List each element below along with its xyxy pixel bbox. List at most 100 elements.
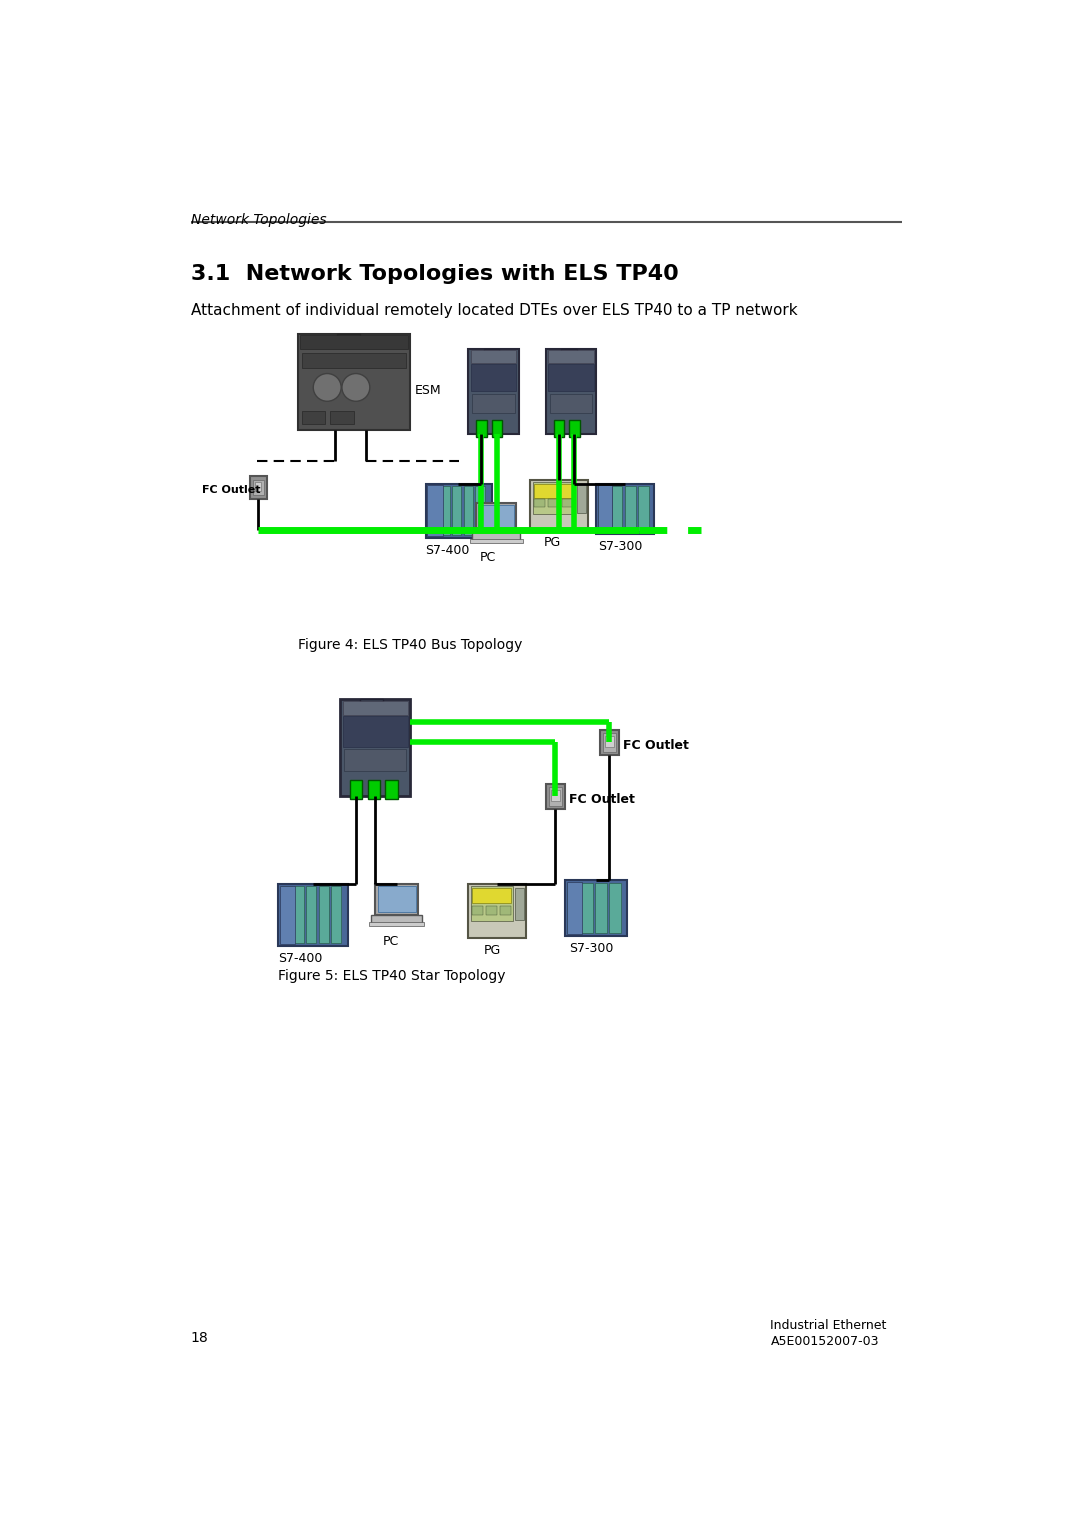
Bar — [342, 701, 408, 715]
Text: 18: 18 — [191, 1331, 208, 1345]
Bar — [609, 883, 621, 934]
Bar — [441, 486, 449, 535]
Bar — [294, 886, 303, 943]
Bar — [500, 906, 511, 915]
Text: Industrial Ethernet: Industrial Ethernet — [770, 1319, 887, 1332]
Circle shape — [342, 373, 369, 402]
Text: Figure 5: ELS TP40 Star Topology: Figure 5: ELS TP40 Star Topology — [279, 969, 505, 983]
Bar — [332, 886, 341, 943]
Bar — [340, 700, 410, 796]
Bar — [463, 486, 473, 535]
Bar — [342, 717, 408, 747]
Bar — [550, 394, 592, 413]
Bar — [597, 486, 611, 532]
Bar — [535, 500, 545, 507]
Bar — [469, 885, 526, 938]
Bar — [282, 886, 292, 943]
Bar — [330, 411, 353, 425]
Bar — [375, 885, 418, 915]
Bar — [476, 420, 487, 437]
Bar — [253, 480, 264, 495]
Bar — [562, 348, 577, 358]
Bar — [337, 333, 360, 345]
Bar — [301, 353, 406, 368]
Bar — [548, 350, 594, 362]
Bar — [611, 486, 622, 532]
Bar — [598, 486, 609, 532]
Text: FC Outlet: FC Outlet — [202, 486, 260, 495]
Bar — [472, 394, 515, 413]
Bar — [372, 915, 422, 923]
Bar — [545, 784, 565, 808]
Bar — [475, 486, 485, 535]
Text: Network Topologies: Network Topologies — [191, 212, 326, 226]
Bar — [603, 733, 617, 752]
Text: PG: PG — [544, 536, 562, 549]
Bar — [428, 486, 443, 536]
Text: S7-300: S7-300 — [598, 539, 643, 553]
Bar — [569, 420, 580, 437]
Bar — [350, 781, 362, 799]
Bar — [471, 350, 516, 362]
Bar — [551, 790, 559, 801]
Bar — [600, 730, 619, 755]
Bar — [638, 486, 649, 532]
Bar — [472, 888, 511, 903]
Text: S7-400: S7-400 — [426, 544, 470, 556]
Bar — [548, 364, 594, 391]
Bar — [478, 506, 514, 529]
Bar — [360, 700, 383, 711]
Bar — [429, 486, 438, 535]
Bar — [469, 348, 518, 434]
Bar — [472, 532, 521, 539]
Circle shape — [313, 373, 341, 402]
Bar — [300, 335, 408, 348]
Bar — [535, 484, 572, 498]
Text: PC: PC — [480, 552, 496, 564]
Bar — [606, 736, 613, 747]
Bar — [625, 486, 636, 532]
Text: S7-400: S7-400 — [279, 952, 323, 964]
Bar — [471, 886, 513, 921]
Text: PG: PG — [484, 944, 501, 957]
Bar — [280, 886, 296, 944]
Bar — [595, 883, 607, 934]
Text: Attachment of individual remotely located DTEs over ELS TP40 to a TP network: Attachment of individual remotely locate… — [191, 303, 797, 318]
Bar — [554, 420, 565, 437]
Bar — [581, 883, 593, 934]
Bar — [367, 781, 380, 799]
Bar — [426, 484, 491, 538]
Text: 3.1  Network Topologies with ELS TP40: 3.1 Network Topologies with ELS TP40 — [191, 264, 678, 284]
Bar — [577, 484, 586, 513]
Bar — [532, 483, 576, 515]
Text: Figure 4: ELS TP40 Bus Topology: Figure 4: ELS TP40 Bus Topology — [298, 637, 522, 651]
Bar — [470, 539, 523, 542]
Bar — [249, 475, 267, 500]
Bar — [319, 886, 328, 943]
Bar — [255, 483, 261, 492]
Text: FC Outlet: FC Outlet — [569, 793, 635, 807]
Bar — [345, 749, 406, 770]
Bar — [565, 880, 627, 935]
Bar — [451, 486, 461, 535]
Bar — [545, 348, 596, 434]
Bar — [298, 333, 410, 429]
Bar — [549, 787, 562, 805]
Bar — [471, 364, 516, 391]
Text: FC Outlet: FC Outlet — [623, 740, 689, 752]
Bar — [369, 921, 424, 926]
Text: A5E00152007-03: A5E00152007-03 — [770, 1334, 879, 1348]
Bar — [476, 503, 516, 532]
Text: S7-300: S7-300 — [569, 941, 613, 955]
Bar — [515, 888, 524, 920]
Bar — [486, 906, 497, 915]
Bar — [279, 885, 348, 946]
Text: PC: PC — [382, 935, 399, 947]
Bar — [301, 411, 325, 425]
Bar — [491, 420, 502, 437]
Bar — [548, 500, 559, 507]
Text: ESM: ESM — [415, 384, 442, 397]
Bar — [386, 781, 397, 799]
Bar — [596, 484, 654, 533]
Bar — [567, 882, 582, 934]
